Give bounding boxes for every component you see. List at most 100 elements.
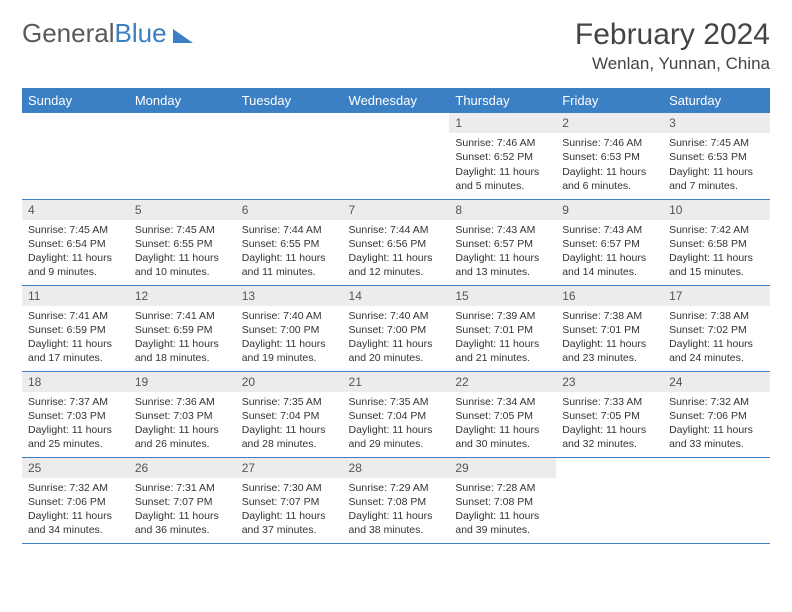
calendar-day-cell: 11Sunrise: 7:41 AMSunset: 6:59 PMDayligh… — [22, 285, 129, 371]
sunset-text: Sunset: 6:56 PM — [349, 237, 444, 251]
sunset-text: Sunset: 6:54 PM — [28, 237, 123, 251]
day-content: Sunrise: 7:32 AMSunset: 7:06 PMDaylight:… — [22, 478, 129, 542]
sunrise-text: Sunrise: 7:46 AM — [455, 136, 550, 150]
daylight-text: Daylight: 11 hours and 5 minutes. — [455, 165, 550, 193]
day-content: Sunrise: 7:45 AMSunset: 6:53 PMDaylight:… — [663, 133, 770, 197]
calendar-day-cell: 25Sunrise: 7:32 AMSunset: 7:06 PMDayligh… — [22, 457, 129, 543]
daylight-text: Daylight: 11 hours and 26 minutes. — [135, 423, 230, 451]
sunset-text: Sunset: 7:00 PM — [349, 323, 444, 337]
sunrise-text: Sunrise: 7:46 AM — [562, 136, 657, 150]
day-number: 14 — [343, 286, 450, 306]
calendar-day-cell: 6Sunrise: 7:44 AMSunset: 6:55 PMDaylight… — [236, 199, 343, 285]
calendar-day-cell: 16Sunrise: 7:38 AMSunset: 7:01 PMDayligh… — [556, 285, 663, 371]
daylight-text: Daylight: 11 hours and 34 minutes. — [28, 509, 123, 537]
location: Wenlan, Yunnan, China — [575, 54, 770, 74]
calendar-day-cell: 13Sunrise: 7:40 AMSunset: 7:00 PMDayligh… — [236, 285, 343, 371]
day-number: 28 — [343, 458, 450, 478]
day-number: 13 — [236, 286, 343, 306]
sunrise-text: Sunrise: 7:40 AM — [349, 309, 444, 323]
sunset-text: Sunset: 7:08 PM — [455, 495, 550, 509]
sunrise-text: Sunrise: 7:33 AM — [562, 395, 657, 409]
daylight-text: Daylight: 11 hours and 10 minutes. — [135, 251, 230, 279]
day-number: 17 — [663, 286, 770, 306]
sunset-text: Sunset: 7:02 PM — [669, 323, 764, 337]
day-number: 5 — [129, 200, 236, 220]
calendar-week-row: 11Sunrise: 7:41 AMSunset: 6:59 PMDayligh… — [22, 285, 770, 371]
sunrise-text: Sunrise: 7:42 AM — [669, 223, 764, 237]
day-content: Sunrise: 7:33 AMSunset: 7:05 PMDaylight:… — [556, 392, 663, 456]
sunrise-text: Sunrise: 7:36 AM — [135, 395, 230, 409]
weekday-header: Sunday — [22, 88, 129, 113]
daylight-text: Daylight: 11 hours and 18 minutes. — [135, 337, 230, 365]
day-number: 9 — [556, 200, 663, 220]
sunrise-text: Sunrise: 7:28 AM — [455, 481, 550, 495]
sunset-text: Sunset: 7:01 PM — [455, 323, 550, 337]
calendar-day-cell: 26Sunrise: 7:31 AMSunset: 7:07 PMDayligh… — [129, 457, 236, 543]
calendar-week-row: 4Sunrise: 7:45 AMSunset: 6:54 PMDaylight… — [22, 199, 770, 285]
daylight-text: Daylight: 11 hours and 38 minutes. — [349, 509, 444, 537]
calendar-day-cell: 5Sunrise: 7:45 AMSunset: 6:55 PMDaylight… — [129, 199, 236, 285]
calendar-table: SundayMondayTuesdayWednesdayThursdayFrid… — [22, 88, 770, 544]
daylight-text: Daylight: 11 hours and 37 minutes. — [242, 509, 337, 537]
calendar-day-cell — [663, 457, 770, 543]
day-content: Sunrise: 7:45 AMSunset: 6:55 PMDaylight:… — [129, 220, 236, 284]
sunset-text: Sunset: 7:07 PM — [135, 495, 230, 509]
day-content: Sunrise: 7:43 AMSunset: 6:57 PMDaylight:… — [556, 220, 663, 284]
sunrise-text: Sunrise: 7:41 AM — [135, 309, 230, 323]
sunset-text: Sunset: 7:08 PM — [349, 495, 444, 509]
sunset-text: Sunset: 7:03 PM — [28, 409, 123, 423]
daylight-text: Daylight: 11 hours and 30 minutes. — [455, 423, 550, 451]
day-number: 8 — [449, 200, 556, 220]
day-content: Sunrise: 7:44 AMSunset: 6:56 PMDaylight:… — [343, 220, 450, 284]
daylight-text: Daylight: 11 hours and 28 minutes. — [242, 423, 337, 451]
calendar-day-cell: 24Sunrise: 7:32 AMSunset: 7:06 PMDayligh… — [663, 371, 770, 457]
sunset-text: Sunset: 7:03 PM — [135, 409, 230, 423]
sunrise-text: Sunrise: 7:44 AM — [242, 223, 337, 237]
daylight-text: Daylight: 11 hours and 32 minutes. — [562, 423, 657, 451]
day-content: Sunrise: 7:34 AMSunset: 7:05 PMDaylight:… — [449, 392, 556, 456]
daylight-text: Daylight: 11 hours and 14 minutes. — [562, 251, 657, 279]
day-content: Sunrise: 7:31 AMSunset: 7:07 PMDaylight:… — [129, 478, 236, 542]
sunrise-text: Sunrise: 7:35 AM — [242, 395, 337, 409]
day-content: Sunrise: 7:35 AMSunset: 7:04 PMDaylight:… — [236, 392, 343, 456]
day-number: 19 — [129, 372, 236, 392]
daylight-text: Daylight: 11 hours and 33 minutes. — [669, 423, 764, 451]
calendar-day-cell: 7Sunrise: 7:44 AMSunset: 6:56 PMDaylight… — [343, 199, 450, 285]
month-title: February 2024 — [575, 18, 770, 52]
logo-text-1: General — [22, 18, 115, 49]
day-number: 24 — [663, 372, 770, 392]
daylight-text: Daylight: 11 hours and 13 minutes. — [455, 251, 550, 279]
weekday-header: Monday — [129, 88, 236, 113]
daylight-text: Daylight: 11 hours and 21 minutes. — [455, 337, 550, 365]
day-content: Sunrise: 7:30 AMSunset: 7:07 PMDaylight:… — [236, 478, 343, 542]
calendar-header-row: SundayMondayTuesdayWednesdayThursdayFrid… — [22, 88, 770, 113]
day-number: 22 — [449, 372, 556, 392]
sunset-text: Sunset: 6:53 PM — [669, 150, 764, 164]
calendar-day-cell: 20Sunrise: 7:35 AMSunset: 7:04 PMDayligh… — [236, 371, 343, 457]
weekday-header: Saturday — [663, 88, 770, 113]
sunrise-text: Sunrise: 7:43 AM — [562, 223, 657, 237]
day-number: 18 — [22, 372, 129, 392]
calendar-week-row: 1Sunrise: 7:46 AMSunset: 6:52 PMDaylight… — [22, 113, 770, 199]
day-content: Sunrise: 7:44 AMSunset: 6:55 PMDaylight:… — [236, 220, 343, 284]
calendar-day-cell: 18Sunrise: 7:37 AMSunset: 7:03 PMDayligh… — [22, 371, 129, 457]
day-number: 1 — [449, 113, 556, 133]
day-content: Sunrise: 7:28 AMSunset: 7:08 PMDaylight:… — [449, 478, 556, 542]
calendar-day-cell: 1Sunrise: 7:46 AMSunset: 6:52 PMDaylight… — [449, 113, 556, 199]
calendar-week-row: 18Sunrise: 7:37 AMSunset: 7:03 PMDayligh… — [22, 371, 770, 457]
sunset-text: Sunset: 6:55 PM — [135, 237, 230, 251]
sunrise-text: Sunrise: 7:32 AM — [669, 395, 764, 409]
calendar-day-cell: 2Sunrise: 7:46 AMSunset: 6:53 PMDaylight… — [556, 113, 663, 199]
weekday-header: Thursday — [449, 88, 556, 113]
sunrise-text: Sunrise: 7:34 AM — [455, 395, 550, 409]
daylight-text: Daylight: 11 hours and 11 minutes. — [242, 251, 337, 279]
day-number: 7 — [343, 200, 450, 220]
sunset-text: Sunset: 6:57 PM — [562, 237, 657, 251]
sunrise-text: Sunrise: 7:29 AM — [349, 481, 444, 495]
day-number: 15 — [449, 286, 556, 306]
sunset-text: Sunset: 7:05 PM — [455, 409, 550, 423]
calendar-day-cell — [556, 457, 663, 543]
logo-icon — [173, 29, 193, 43]
sunrise-text: Sunrise: 7:45 AM — [28, 223, 123, 237]
sunrise-text: Sunrise: 7:38 AM — [562, 309, 657, 323]
